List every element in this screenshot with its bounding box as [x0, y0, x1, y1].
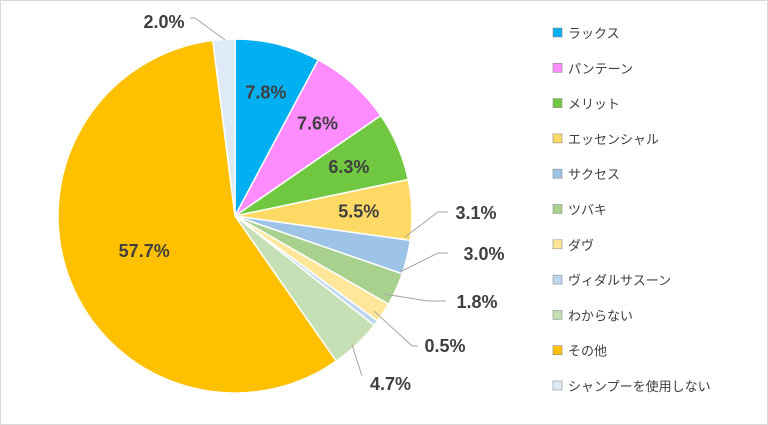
legend-swatch-5 — [552, 204, 563, 214]
data-label-2: 6.3% — [328, 157, 369, 177]
legend-swatch-1 — [552, 62, 563, 73]
data-label-1: 7.6% — [297, 114, 338, 134]
legend-swatch-4 — [552, 168, 563, 179]
legend-swatch-6 — [552, 239, 563, 250]
legend-label-1: パンテーン — [568, 62, 633, 77]
legend-swatch-0 — [552, 27, 563, 38]
data-label-6: 1.8% — [456, 292, 497, 312]
pie-slice-9 — [57, 39, 338, 394]
data-label-8: 4.7% — [370, 374, 411, 394]
legend-swatch-3 — [552, 133, 563, 144]
legend-label-3: エッセンシャル — [568, 133, 659, 148]
leader-line-8 — [351, 344, 363, 377]
legend-label-9: その他 — [568, 345, 607, 360]
data-labels: 7.8% 7.6% 6.3% 5.5% 3.1% 3.0% 1.8% 0.5% 4.7% 57.7… — [119, 12, 505, 394]
legend-swatch-2 — [552, 98, 563, 108]
legend-swatch-8 — [552, 310, 563, 320]
leader-lines — [190, 17, 448, 377]
legend-label-7: ヴィダルサスーン — [568, 273, 671, 289]
legend-label-2: メリット — [568, 98, 620, 113]
legend-swatch-9 — [552, 345, 563, 356]
legend-label-4: サクセス — [568, 168, 620, 183]
legend-label-6: ダヴ — [568, 238, 594, 254]
legend-label-10: シャンプーを使用しない — [568, 379, 711, 395]
data-label-5: 3.0% — [463, 244, 504, 264]
data-label-9: 57.7% — [119, 241, 170, 261]
legend: ラックスパンテーンメリットエッセンシャルサクセスツバキダヴヴィダルサスーンわから… — [552, 27, 711, 395]
leader-line-4 — [404, 211, 448, 238]
data-label-7: 0.5% — [424, 336, 465, 356]
legend-swatch-10 — [552, 380, 563, 391]
leader-line-10 — [190, 17, 226, 41]
data-label-10: 2.0% — [143, 12, 184, 32]
legend-swatch-7 — [552, 274, 563, 285]
leader-line-5 — [399, 252, 448, 273]
leader-line-6 — [383, 293, 446, 302]
leader-line-7 — [373, 310, 418, 347]
legend-label-8: わからない — [568, 309, 633, 324]
legend-label-0: ラックス — [568, 27, 620, 42]
legend-label-5: ツバキ — [568, 204, 607, 219]
pie-slices — [57, 38, 413, 394]
data-label-3: 5.5% — [338, 202, 379, 222]
data-label-4: 3.1% — [455, 203, 496, 223]
data-label-0: 7.8% — [245, 82, 286, 102]
